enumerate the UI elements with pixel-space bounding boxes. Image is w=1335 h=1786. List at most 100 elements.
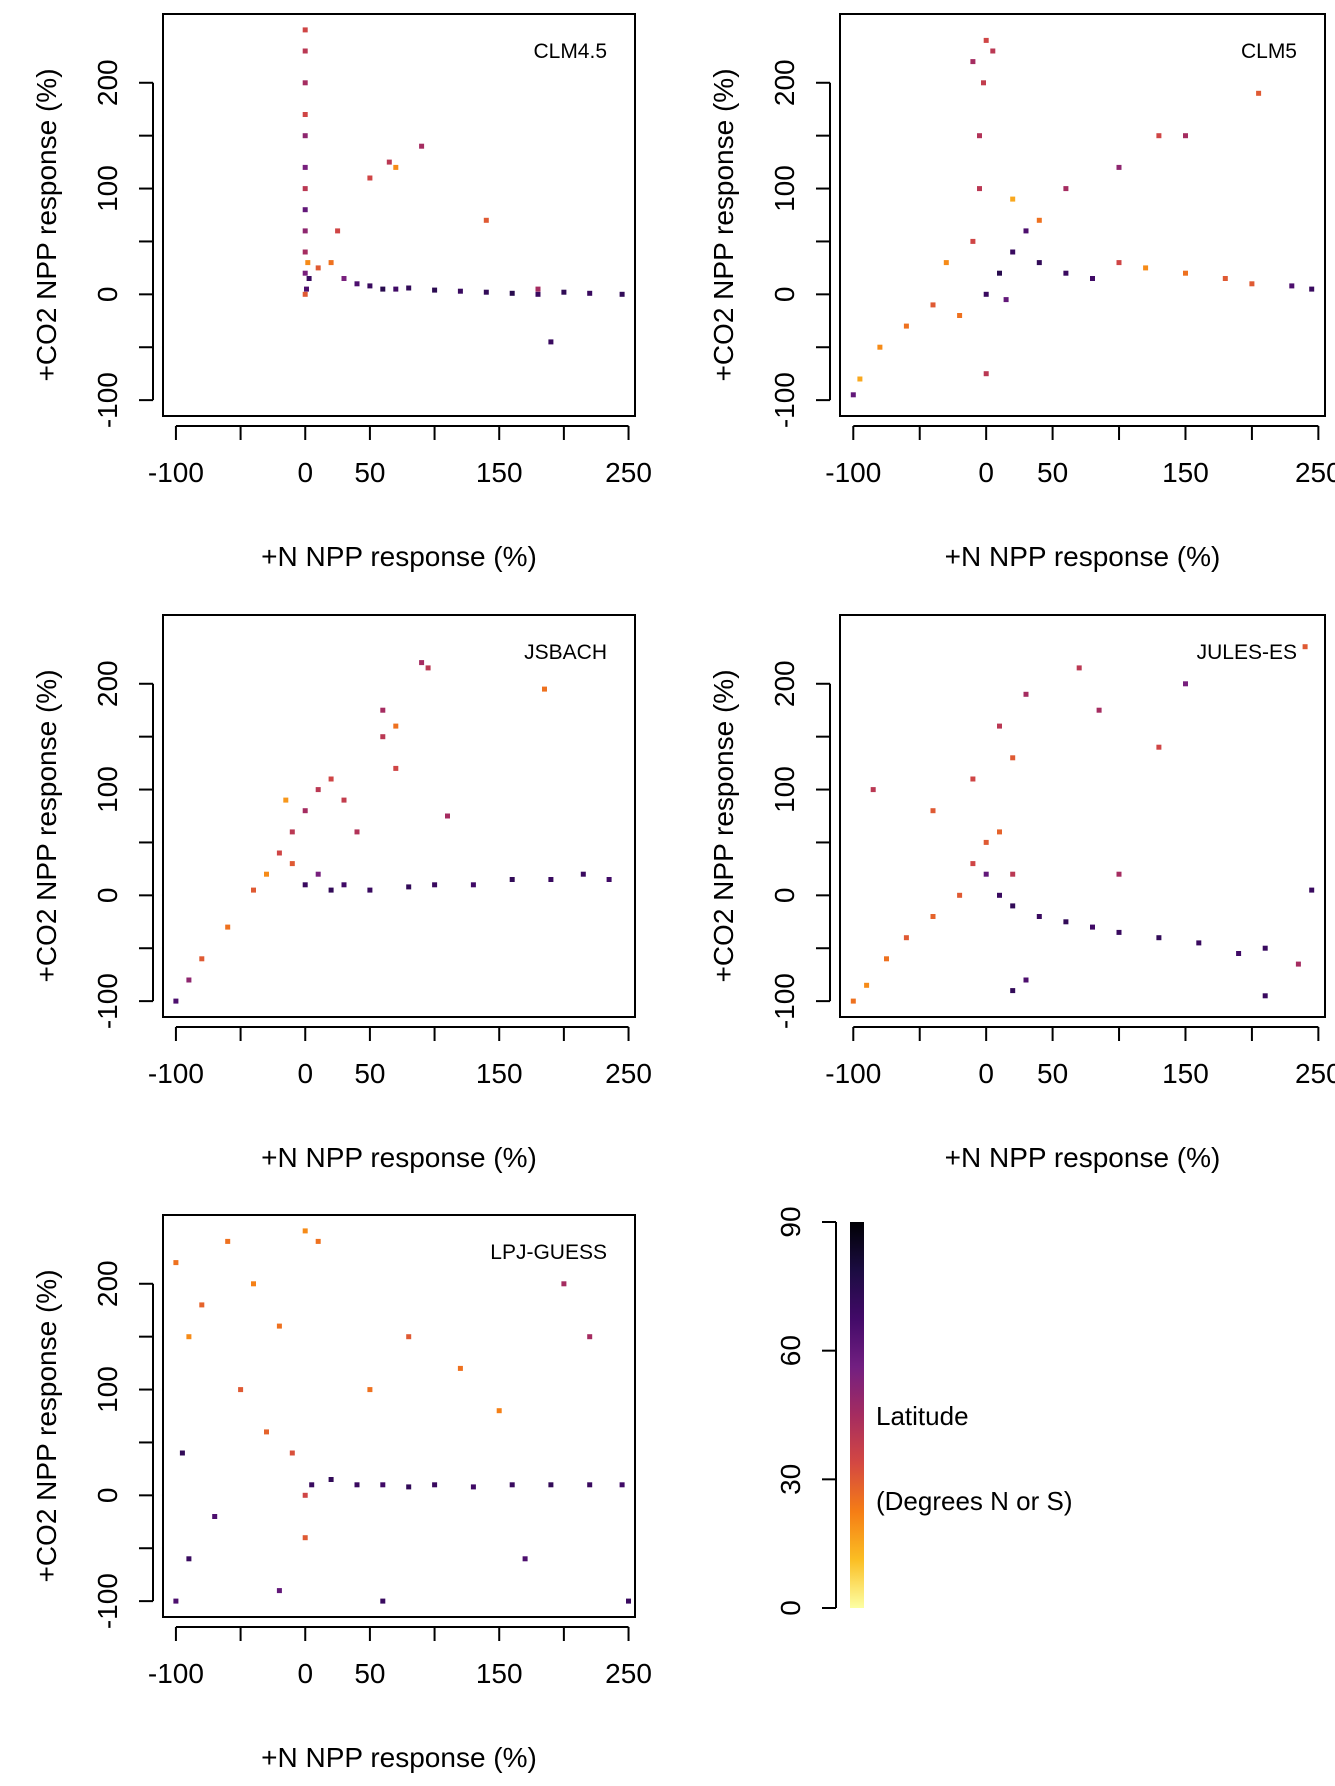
data-point [1116,164,1122,170]
data-point [1156,133,1162,139]
data-point [1309,286,1315,292]
data-point [457,1365,463,1371]
legend-tick-label: 60 [775,1335,806,1366]
data-point [380,286,386,292]
data-point [302,27,308,33]
data-point [302,80,308,86]
plot-frame [839,13,1326,417]
y-axis-title: +CO2 NPP response (%) [31,1269,62,1582]
data-point [367,283,373,289]
data-point [304,286,309,292]
data-point [186,1334,192,1340]
y-tick-label: 0 [92,1488,123,1504]
data-point [173,998,179,1004]
data-point [1010,755,1016,761]
data-point [884,956,889,962]
data-point [1222,276,1228,281]
data-point [302,808,308,814]
data-point [1063,270,1069,276]
data-point [1076,665,1082,671]
x-tick-label: -100 [825,457,881,488]
data-point [341,797,347,803]
data-point [561,1281,567,1287]
y-tick-label: 100 [92,1366,123,1413]
legend-ticks: 0 30 60 90 [775,1206,836,1616]
data-point [276,850,282,856]
x-axis-title: +N NPP response (%) [261,541,537,572]
y-tick-label: 100 [769,766,800,813]
x-tick-label: 150 [476,457,523,488]
data-point [535,286,541,292]
y-tick-label: -100 [769,372,800,428]
data-point [1116,260,1122,266]
x-tick-label: 250 [605,457,652,488]
data-point [406,1484,412,1490]
y-tick-label: 100 [92,766,123,813]
data-point [981,80,986,86]
x-axis-title: +N NPP response (%) [945,1142,1221,1173]
data-point [341,882,347,888]
scatter-points [173,1228,631,1604]
data-point [1262,993,1268,999]
data-point [276,1588,282,1594]
data-point [957,892,963,898]
data-point [393,286,399,292]
y-tick-label: 200 [92,660,123,707]
data-point [179,1450,185,1456]
scatter-points [173,660,612,1004]
data-point [367,1387,373,1393]
data-point [393,164,399,170]
data-point [302,112,308,117]
data-point [548,877,554,882]
legend-colorbar [850,1222,864,1608]
y-tick-label: 200 [769,59,800,106]
data-point [903,323,909,329]
data-point [1010,249,1016,255]
data-point [432,882,438,888]
data-point [276,1323,282,1329]
x-tick-label: 50 [1037,457,1068,488]
legend-tick-label: 30 [775,1464,806,1495]
data-point [302,882,308,888]
data-point [1156,744,1162,750]
y-tick-label: -100 [769,973,800,1029]
y-tick-label: -100 [92,1573,123,1629]
y-tick-label: 0 [769,287,800,303]
data-point [199,1302,205,1308]
scatter-panel: -100 0 50 150 250 -100 0 100 200 JULES-ES +N NPP r… [708,614,1335,1173]
data-point [903,935,909,941]
data-point [930,302,936,308]
data-point [289,1450,295,1456]
legend-tick-label: 90 [775,1206,806,1237]
data-point [406,285,412,291]
data-point [983,839,989,845]
data-point [619,291,625,297]
x-axis-title: +N NPP response (%) [945,541,1221,572]
data-point [393,723,399,729]
data-point [619,1482,625,1488]
data-point [354,1482,360,1488]
data-point [606,877,612,882]
plot-frame [162,614,636,1018]
x-tick-label: -100 [825,1058,881,1089]
data-point [305,260,311,266]
data-point [354,281,360,287]
data-point [1116,929,1122,935]
data-point [957,313,963,318]
data-point [283,797,289,803]
panel-model-name: CLM5 [1241,40,1297,63]
data-point [470,1484,476,1490]
x-tick-label: 0 [297,457,313,488]
data-point [315,787,321,793]
data-point [1256,90,1262,96]
data-point [548,339,554,345]
data-point [877,344,883,350]
data-point [977,186,982,192]
data-point [341,276,347,281]
data-point [302,164,308,170]
data-point [328,776,334,782]
data-point [393,765,399,771]
data-point [406,1334,412,1340]
data-point [289,861,295,867]
data-point [580,871,586,877]
